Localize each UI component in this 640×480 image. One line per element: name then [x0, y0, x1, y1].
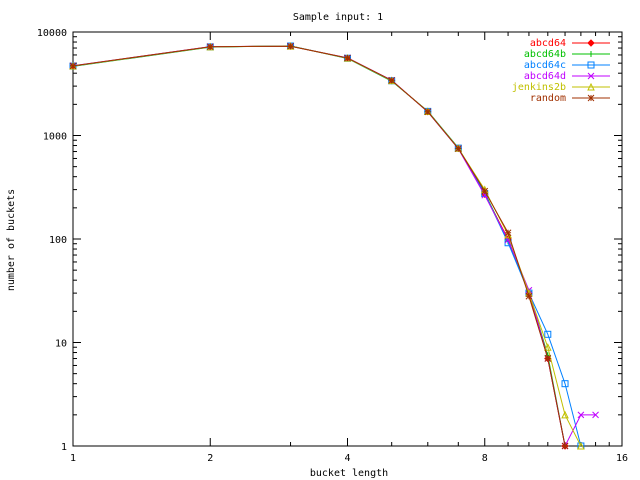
chart-title: Sample input: 1: [293, 12, 383, 23]
x-tick-label: 1: [70, 453, 76, 464]
legend-label: random: [530, 93, 566, 104]
data-point: [481, 187, 489, 195]
legend-marker: [587, 94, 595, 102]
legend-marker: [587, 39, 595, 47]
legend-entry: abcd64c: [524, 60, 610, 71]
y-axis-label: number of buckets: [6, 189, 17, 291]
x-axis-label: bucket length: [310, 468, 388, 479]
y-tick-label: 10000: [37, 28, 67, 39]
data-point: [544, 355, 552, 362]
data-point: [543, 343, 552, 351]
x-tick-label: 8: [482, 453, 488, 464]
data-point: [544, 330, 552, 338]
legend: abcd64abcd64babcd64cabcd64djenkins2brand…: [512, 38, 610, 104]
data-point: [561, 442, 569, 450]
series-line: [72, 45, 566, 447]
legend-entry: random: [530, 93, 610, 104]
legend-label: abcd64c: [524, 60, 566, 71]
data-point: [388, 77, 396, 84]
data-point: [287, 42, 294, 50]
data-point: [424, 108, 432, 116]
series-layer: [69, 41, 599, 450]
legend-entry: abcd64b: [524, 49, 610, 60]
y-tick-label: 1: [61, 442, 67, 453]
y-tick-label: 10: [55, 339, 67, 350]
data-point: [592, 411, 599, 419]
legend-marker: [587, 82, 595, 91]
plot-frame: 1 10 100 1000 10000 1 2 4 8 16: [37, 28, 628, 464]
series-abcd64d: [69, 42, 599, 450]
y-tick-label: 1000: [43, 132, 67, 143]
legend-marker: [587, 72, 595, 80]
legend-label: jenkins2b: [512, 82, 566, 93]
data-point: [561, 410, 569, 419]
series-abcd64c: [69, 42, 585, 450]
legend-entry: jenkins2b: [512, 82, 610, 93]
x-tick-label: 4: [344, 453, 350, 464]
data-point: [561, 380, 569, 388]
series-abcd64: [69, 42, 569, 450]
data-point: [344, 54, 351, 62]
data-point: [454, 145, 462, 152]
legend-marker: [588, 51, 594, 57]
data-point: [577, 441, 585, 450]
legend-entry: abcd64d: [524, 71, 610, 82]
data-point: [577, 411, 585, 419]
legend-label: abcd64d: [524, 71, 566, 82]
data-point: [525, 292, 533, 300]
series-line: [72, 45, 566, 447]
legend-entry: abcd64: [530, 38, 610, 49]
legend-marker: [587, 61, 595, 69]
data-point: [504, 229, 512, 237]
data-point: [206, 43, 214, 51]
series-line: [72, 45, 596, 448]
series-random: [69, 42, 569, 450]
legend-label: abcd64: [530, 38, 566, 49]
x-tick-label: 16: [616, 453, 628, 464]
legend-label: abcd64b: [524, 49, 566, 60]
x-tick-label: 2: [207, 453, 213, 464]
series-abcd64b: [70, 42, 569, 449]
series-line: [72, 45, 566, 447]
data-point: [69, 62, 77, 70]
y-tick-label: 100: [49, 235, 67, 246]
